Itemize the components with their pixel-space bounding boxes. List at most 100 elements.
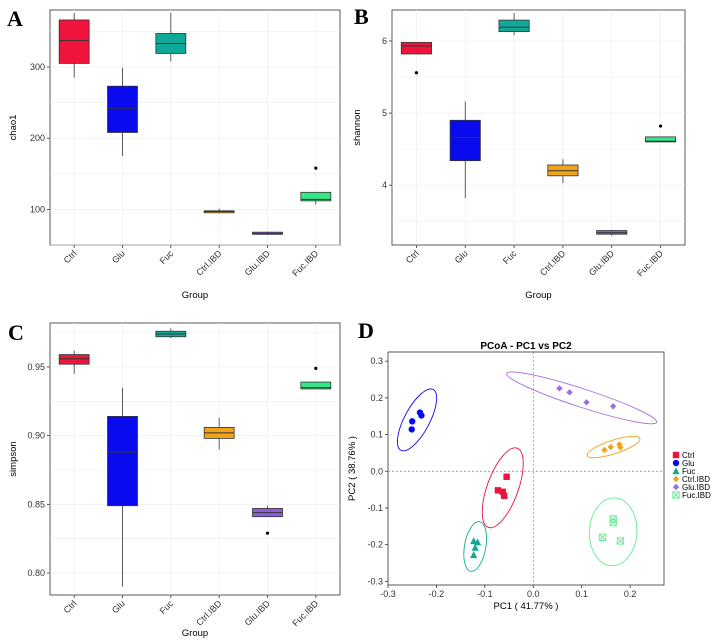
legend-label: Fuc [682,467,695,476]
box-body [107,416,138,507]
y-axis-label: chao1 [8,115,19,141]
panel-letter: D [358,318,374,343]
plot-frame [391,9,686,246]
x-tick-label: Glu.IBD [587,248,617,278]
box-body [300,191,332,202]
y-tick-label: 4 [382,180,387,190]
data-point [503,473,510,480]
box-body [58,354,90,365]
outlier-point [314,166,318,170]
y-tick-label: 0.3 [370,356,383,366]
gridlines [50,323,340,595]
box-fuc [498,12,530,36]
plot-frame [49,9,341,246]
legend-label: Ctrl [682,451,695,460]
x-tick-label: 0.2 [624,589,637,599]
confidence-ellipse [397,388,438,452]
boxplot-panel-a: A 100 200 300 Ctrl Glu Fuc Ctrl.IBD Glu.IBD Fuc.I… [7,6,341,301]
legend-label: Fuc.IBD [682,491,711,500]
box-glu [107,67,138,156]
x-tick-label: Fuc [158,598,176,616]
plot-frame [387,351,665,586]
box-ctrl [58,12,90,78]
marker-box [609,518,617,527]
outlier-point [658,124,663,128]
x-axis-label: Group [182,628,208,639]
x-tick-label: Fuc.IBD [635,248,665,278]
data-point [598,533,607,541]
box-body [400,42,432,55]
x-tick-label: -0.3 [380,589,396,599]
y-tick-label: 0.85 [27,499,45,509]
legend-marker [672,467,680,475]
data-point [408,426,415,433]
pcoa-panel-d: D PCoA - PC1 vs PC2 -0.3 -0.2 -0.1 0.0 0.1 0.2 -… [347,318,711,612]
x-tick-label: -0.2 [429,589,445,599]
data-point [616,537,625,545]
series-glu [397,388,438,452]
data-point [471,543,479,551]
data-point [501,492,508,500]
confidence-ellipse [588,497,638,567]
data-point [470,551,478,559]
y-axis-label: PC2 ( 38.76% ) [347,436,358,501]
y-axis-label: shannon [352,109,363,145]
legend-marker [672,475,680,483]
series-ctrl-ibd [586,435,641,459]
y-tick-label: 0.2 [370,393,383,403]
legend-label: Glu [682,459,694,468]
y-tick-label: 5 [382,108,387,118]
x-tick-label: Ctrl.IBD [194,248,224,278]
plot-frame [49,322,341,596]
y-tick-label: 0.1 [370,430,383,440]
box-ctrl-ibd [203,417,235,450]
x-tick-label: Ctrl [404,248,421,265]
data-point [473,538,482,546]
x-tick-label: 0.0 [527,589,540,599]
gridlines [50,10,340,246]
data-point [499,488,506,495]
box-ctrl [58,350,90,374]
box-ctrl-ibd [203,208,235,214]
data-point [609,518,617,527]
data-point [617,444,624,451]
confidence-ellipse [481,447,524,529]
outlier-point [414,71,419,75]
outlier-point [265,531,270,535]
box-fuc [155,328,187,339]
x-axis-label: Group [182,290,208,301]
series-fuc [463,521,487,572]
panel-letter: A [7,6,23,31]
box-body [498,19,530,33]
confidence-ellipse [586,435,641,459]
marker-cross [672,491,680,499]
outlier-point [314,366,318,370]
x-tick-label: Ctrl [62,598,79,615]
x-axis-label: PC1 ( 41.77% ) [494,601,559,612]
y-tick-label: -0.1 [367,503,383,513]
box-fuc-ibd [645,124,677,143]
box-body [645,136,677,143]
y-tick-label: -0.3 [367,576,383,586]
x-axis-label: Group [525,290,551,301]
x-tick-label: -0.1 [477,589,493,599]
panel-letter: C [8,320,24,345]
series-glu-ibd [506,371,658,425]
box-ctrl [400,42,432,75]
x-tick-label: Ctrl.IBD [194,598,224,628]
panel-letter: B [354,4,369,29]
data-point [609,403,617,410]
box-glu-ibd [252,231,283,236]
box-glu-ibd [252,505,283,535]
box-glu [449,101,481,199]
x-tick-label: Glu [110,248,127,265]
data-point [556,385,563,392]
box-ctrl-ibd [547,159,579,184]
legend-label: Glu.IBD [682,483,710,492]
data-point [409,418,416,425]
x-tick-label: 0.1 [575,589,588,599]
legend-marker [672,483,680,491]
y-tick-label: 100 [30,204,45,214]
y-tick-label: 0.80 [27,568,45,578]
